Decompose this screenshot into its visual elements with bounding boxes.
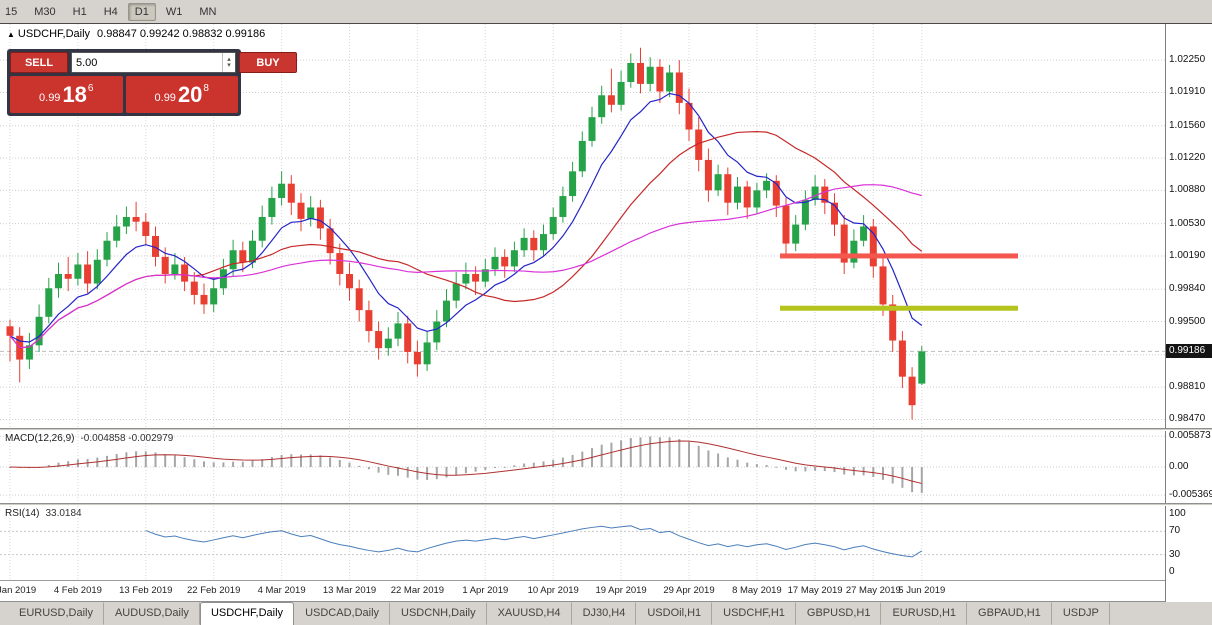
sell-price-small: 0.99	[39, 92, 61, 104]
sell-price-big: 18	[62, 81, 87, 107]
pane-splitter[interactable]	[0, 428, 1212, 431]
rsi-label: RSI(14) 33.0184	[5, 508, 82, 519]
chart-tab-usdoil-h1[interactable]: USDOil,H1	[636, 602, 713, 625]
chart-tab-usdchf-h1[interactable]: USDCHF,H1	[712, 602, 796, 625]
rsi-scale-label: 0	[1169, 566, 1175, 577]
date-label: 19 Apr 2019	[595, 585, 647, 596]
rsi-name: RSI(14)	[5, 508, 40, 519]
date-label: 13 Mar 2019	[322, 585, 377, 596]
date-label: 17 May 2019	[787, 585, 843, 596]
timeframe-toolbar: 15 M30 H1 H4 D1 W1 MN	[0, 0, 1212, 23]
chart-tab-eurusd-h1[interactable]: EURUSD,H1	[881, 602, 968, 625]
timeframe-button-d1[interactable]: D1	[127, 2, 156, 21]
date-label: 27 May 2019	[845, 585, 901, 596]
macd-scale-label: 0.00	[1169, 461, 1189, 472]
chart-tab-xauusd-h4[interactable]: XAUUSD,H4	[487, 602, 572, 625]
chart-tabs-bar: EURUSD,Daily AUDUSD,Daily USDCHF,Daily USDC…	[0, 601, 1212, 625]
volume-spinner[interactable]: ▴ ▾	[222, 53, 235, 72]
macd-scale-label: -0.005369	[1169, 489, 1212, 501]
date-label: 5 Jun 2019	[898, 585, 946, 596]
buy-price-big: 20	[177, 81, 203, 107]
volume-input[interactable]	[72, 53, 222, 72]
resistance-line-red[interactable]	[780, 253, 1018, 259]
chart-tab-usdcad-daily[interactable]: USDCAD,Daily	[294, 602, 391, 625]
current-price-tag: 0.99186	[1166, 344, 1212, 359]
price-scale-label: 1.00190	[1169, 249, 1206, 261]
date-label: 4 Mar 2019	[257, 585, 306, 596]
price-scale-label: 0.98810	[1169, 381, 1206, 393]
rsi-canvas[interactable]	[0, 506, 1165, 580]
ma-fast	[9, 92, 923, 343]
chart-tab-eurusd-daily[interactable]: EURUSD,Daily	[8, 602, 104, 625]
price-scale[interactable]: 1.02250 1.01910 1.01560 1.01220 1.00880 1.005…	[1165, 24, 1212, 602]
timeframe-button-m30[interactable]: M30	[34, 5, 56, 18]
price-scale-label: 1.01910	[1169, 86, 1206, 98]
macd-label: MACD(12,26,9) -0.004858 -0.002979	[5, 433, 173, 444]
date-label: 22 Mar 2019	[390, 585, 445, 596]
date-label: 22 Feb 2019	[187, 585, 241, 596]
collapse-trade-panel-icon[interactable]: ▲	[7, 30, 15, 39]
chart-tab-gbpusd-h1[interactable]: GBPUSD,H1	[796, 602, 882, 625]
ohlc-values: 0.98847 0.99242 0.98832 0.99186	[97, 28, 266, 40]
date-label: 10 Apr 2019	[527, 585, 579, 596]
main-chart-canvas[interactable]	[0, 24, 1165, 428]
chart-tab-usdjp[interactable]: USDJP	[1052, 602, 1110, 625]
chart-symbol-label: USDCHF,Daily	[17, 28, 91, 40]
buy-price-sup: 8	[203, 83, 209, 94]
price-scale-label: 1.01220	[1169, 152, 1206, 164]
macd-scale-label: 0.005873	[1169, 430, 1211, 442]
timeframe-button-h4[interactable]: H4	[103, 5, 118, 18]
volume-down-icon[interactable]: ▾	[227, 61, 231, 69]
rsi-pane: RSI(14) 33.0184	[0, 506, 1165, 580]
chart-tab-usdcnh-daily[interactable]: USDCNH,Daily	[390, 602, 487, 625]
sell-price-display[interactable]: 0.99 18 6	[10, 76, 123, 113]
buy-button[interactable]: BUY	[239, 52, 297, 73]
rsi-scale-label: 100	[1169, 508, 1186, 519]
pane-splitter[interactable]	[0, 503, 1212, 506]
chart-title: ▲ USDCHF,Daily 0.98847 0.99242 0.98832 0.9…	[7, 28, 265, 40]
timeframe-button-mn[interactable]: MN	[199, 5, 217, 18]
chart-tab-audusd-daily[interactable]: AUDUSD,Daily	[104, 602, 200, 625]
buy-price-display[interactable]: 0.99 20 8	[125, 76, 238, 113]
date-label: 8 May 2019	[732, 585, 782, 596]
price-scale-label: 0.98470	[1169, 413, 1206, 425]
chart-panes: ▲ USDCHF,Daily 0.98847 0.99242 0.98832 0.9…	[0, 24, 1165, 602]
price-scale-label: 0.99500	[1169, 315, 1206, 327]
volume-up-icon[interactable]: ▴	[227, 55, 231, 63]
rsi-scale-label: 30	[1169, 548, 1181, 560]
timeframe-button-15[interactable]: 15	[5, 5, 18, 18]
timeframe-button-h1[interactable]: H1	[72, 5, 87, 18]
macd-canvas[interactable]	[0, 431, 1165, 503]
timeframe-button-w1[interactable]: W1	[165, 5, 183, 18]
rsi-value: 33.0184	[45, 508, 82, 519]
price-scale-label: 1.00880	[1169, 184, 1206, 196]
macd-name: MACD(12,26,9)	[5, 433, 75, 444]
date-label: 25 Jan 2019	[0, 585, 37, 596]
volume-box: ▴▾	[71, 52, 236, 73]
price-scale-label: 1.02250	[1169, 54, 1206, 66]
price-pane: ▲ USDCHF,Daily 0.98847 0.99242 0.98832 0.9…	[0, 24, 1165, 428]
date-label: 13 Feb 2019	[119, 585, 173, 596]
price-scale-label: 1.00530	[1169, 217, 1206, 229]
support-line-green[interactable]	[780, 305, 1018, 311]
sell-button[interactable]: SELL	[10, 52, 68, 73]
price-scale-label: 0.99840	[1169, 283, 1206, 295]
chart-tab-dj30-h4[interactable]: DJ30,H4	[572, 602, 637, 625]
price-scale-label: 1.01560	[1169, 119, 1206, 131]
buy-price-small: 0.99	[154, 92, 176, 104]
chart-window: ▲ USDCHF,Daily 0.98847 0.99242 0.98832 0.9…	[0, 23, 1212, 602]
rsi-scale-label: 70	[1169, 525, 1181, 537]
macd-pane: MACD(12,26,9) -0.004858 -0.002979	[0, 431, 1165, 503]
chart-tab-usdchf-daily[interactable]: USDCHF,Daily	[199, 602, 295, 625]
chart-tab-gbpaud-h1[interactable]: GBPAUD,H1	[967, 602, 1052, 625]
date-label: 29 Apr 2019	[663, 585, 715, 596]
date-label: 1 Apr 2019	[462, 585, 509, 596]
date-label: 4 Feb 2019	[53, 585, 102, 596]
sell-price-sup: 6	[87, 83, 94, 94]
date-axis[interactable]: 25 Jan 2019 4 Feb 2019 13 Feb 2019 22 Feb 2…	[0, 580, 1165, 600]
macd-values: -0.004858 -0.002979	[80, 433, 174, 444]
ma-slow	[9, 184, 922, 349]
